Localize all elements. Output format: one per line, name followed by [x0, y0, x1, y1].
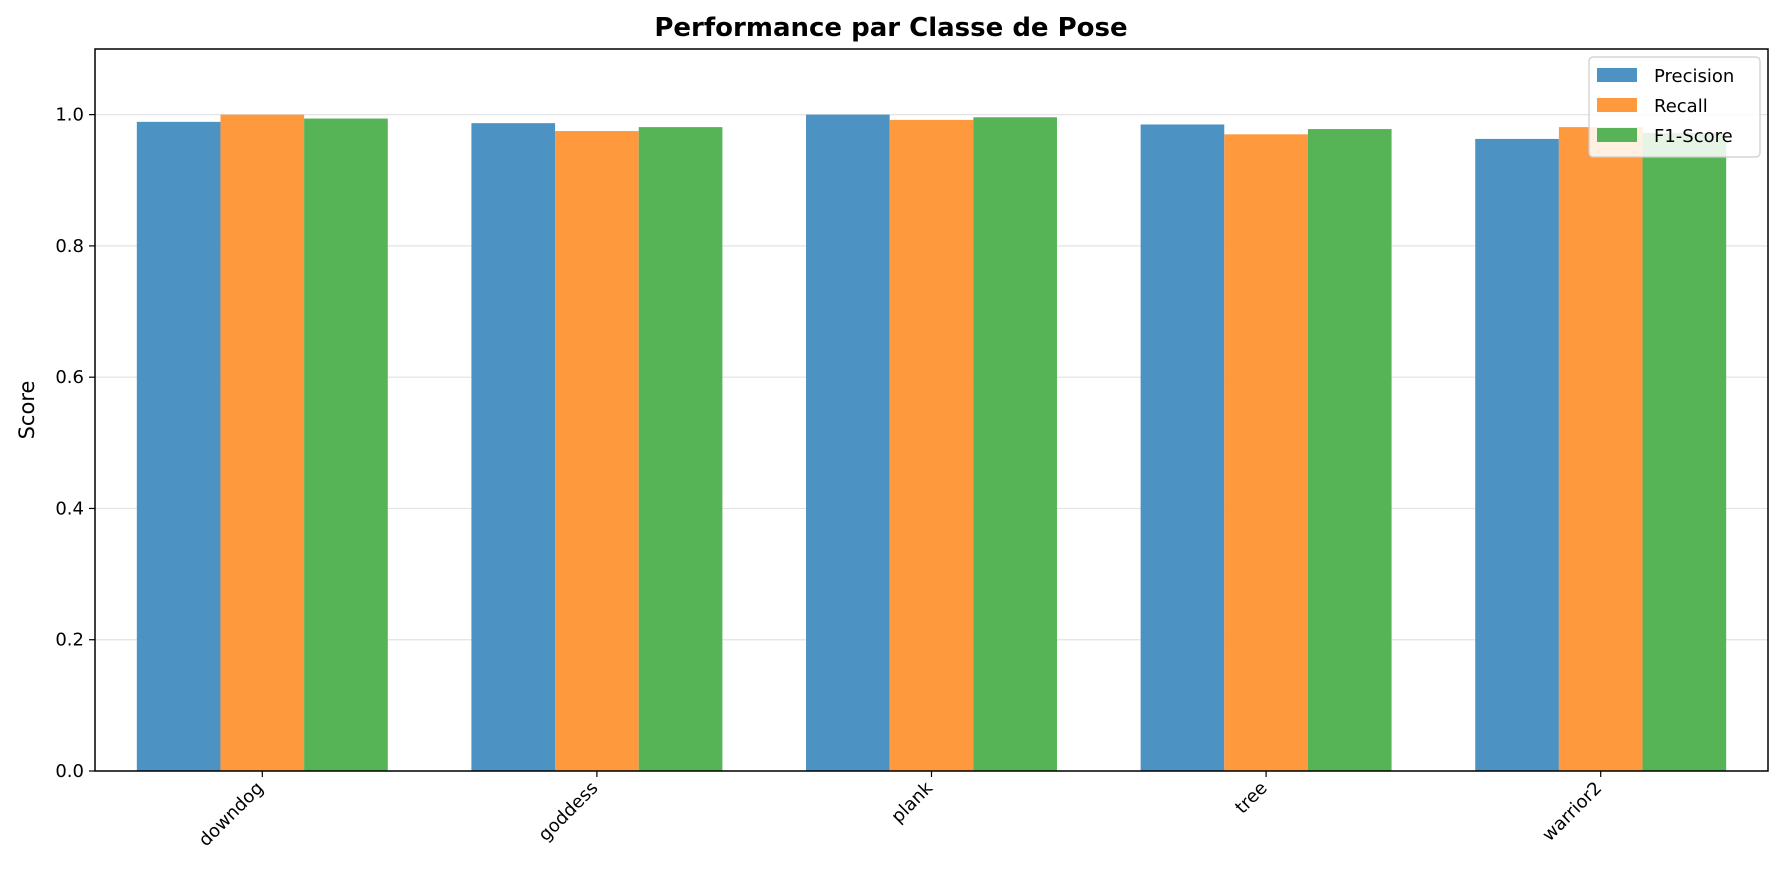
- bar-downdog-recall: [220, 114, 305, 772]
- y-axis: 0.0 0.2 0.4 0.6 0.8 1.0: [55, 105, 95, 782]
- y-tick-label: 0.2: [55, 630, 84, 651]
- legend-swatch: [1597, 128, 1637, 142]
- legend-label: Recall: [1654, 96, 1708, 117]
- bar-tree-precision: [1140, 124, 1225, 772]
- bar-tree-f1-score: [1307, 129, 1392, 772]
- bar-warrior2-f1-score: [1642, 133, 1727, 772]
- bar-plank-recall: [889, 119, 974, 772]
- legend: Precision Recall F1-Score: [1588, 56, 1761, 158]
- bar-goddess-recall: [555, 131, 639, 771]
- y-tick-label: 1.0: [55, 105, 84, 126]
- bars: [136, 114, 1727, 772]
- bar-plank-f1-score: [973, 117, 1057, 771]
- y-tick-label: 0.8: [55, 236, 84, 257]
- bar-warrior2-recall: [1558, 127, 1643, 771]
- legend-label: Precision: [1654, 66, 1734, 87]
- legend-swatch: [1597, 68, 1637, 82]
- y-axis-label: Score: [15, 381, 39, 440]
- bar-tree-recall: [1224, 134, 1308, 771]
- y-tick-label: 0.0: [55, 761, 84, 782]
- y-tick-label: 0.4: [55, 498, 84, 519]
- bar-downdog-precision: [136, 121, 221, 771]
- bar-warrior2-precision: [1475, 138, 1559, 771]
- bar-plank-precision: [806, 114, 890, 772]
- bar-goddess-f1-score: [638, 127, 723, 771]
- legend-swatch: [1597, 98, 1637, 112]
- bar-downdog-f1-score: [304, 118, 388, 772]
- chart-title: Performance par Classe de Pose: [654, 13, 1127, 43]
- legend-label: F1-Score: [1654, 126, 1733, 147]
- bar-goddess-precision: [471, 123, 556, 772]
- y-tick-label: 0.6: [55, 367, 84, 388]
